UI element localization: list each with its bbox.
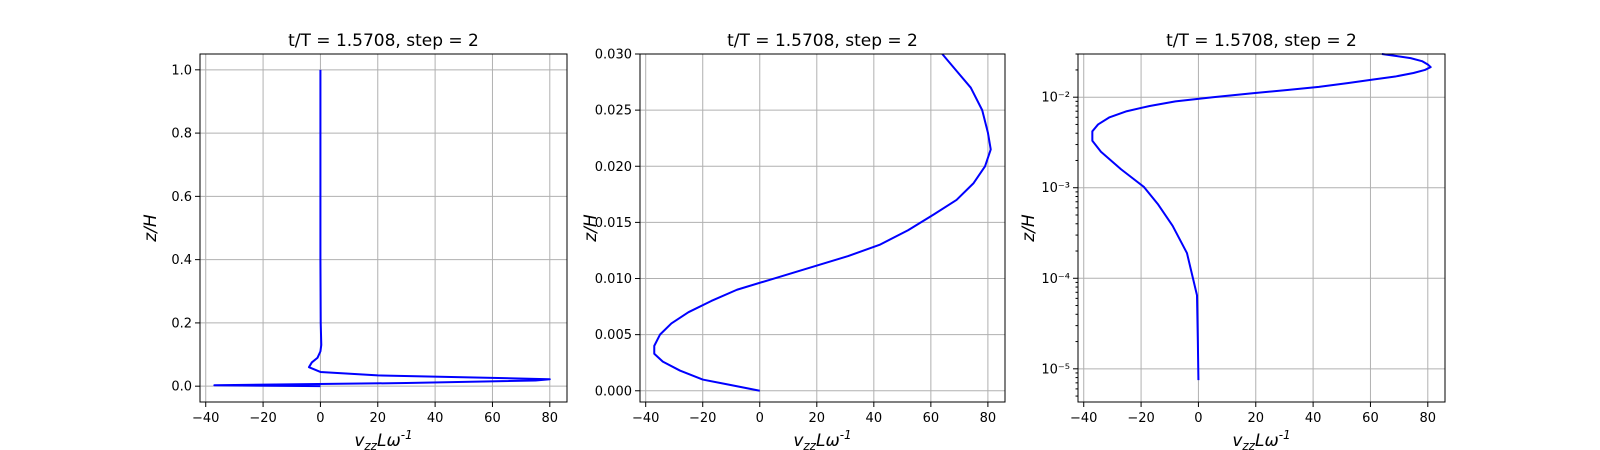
- series-line-1: [1091, 53, 1432, 381]
- y-tick-label: 0.4: [171, 253, 192, 268]
- x-tick-label: 0: [316, 411, 324, 426]
- y-tick-label: 0.015: [595, 216, 632, 231]
- x-tick-label: 80: [980, 411, 997, 426]
- chart-panel-3: −40 −20 0 20 40 60 80 10⁻⁵ 10⁻⁴ 10⁻³ 10⁻² t/T = 1.5…: [1019, 31, 1446, 450]
- chart-panel-1: −40 −20 0 20 40 60 80 0.0 0.2 0.4 0.6 0.8 1.0 t/T = 1…: [141, 31, 568, 450]
- y-tick-label: 10⁻⁵: [1041, 362, 1070, 377]
- x-tick-label: −40: [632, 411, 659, 426]
- x-tick-label: 80: [542, 411, 559, 426]
- y-tick-label: 0.005: [595, 328, 632, 343]
- y-tick-label: 0.6: [171, 190, 192, 205]
- x-axis-label: vzzLω-1: [793, 428, 851, 450]
- y-tick-label: 0.010: [595, 272, 632, 287]
- x-tick-label: 20: [809, 411, 826, 426]
- x-tick-label: −20: [249, 411, 276, 426]
- x-tick-label: 60: [1362, 411, 1379, 426]
- chart-title: t/T = 1.5708, step = 2: [288, 31, 479, 51]
- x-tick-label: 0: [1194, 411, 1202, 426]
- y-tick-label: 0.2: [171, 316, 192, 331]
- y-tick-label: 1.0: [171, 63, 192, 78]
- x-tick-label: −40: [192, 411, 219, 426]
- y-tick-label: 0.020: [595, 160, 632, 175]
- x-tick-label: 40: [1305, 411, 1322, 426]
- y-tick-label: 0.025: [595, 104, 632, 119]
- y-tick-label: 0.000: [595, 384, 632, 399]
- x-axis-label: vzzLω-1: [354, 428, 412, 450]
- x-tick-label: 60: [484, 411, 501, 426]
- y-tick-label: 0.8: [171, 127, 192, 142]
- x-tick-label: 0: [756, 411, 764, 426]
- x-tick-label: 60: [923, 411, 940, 426]
- plot-frame: [639, 53, 1006, 403]
- y-tick-label: 10⁻²: [1041, 91, 1070, 106]
- x-tick-label: 20: [1247, 411, 1264, 426]
- y-tick-label: 0.0: [171, 380, 192, 395]
- y-axis-label: z/H: [1019, 214, 1039, 243]
- x-tick-label: 40: [427, 411, 444, 426]
- chart-title: t/T = 1.5708, step = 2: [1166, 31, 1357, 51]
- x-axis-label: vzzLω-1: [1232, 428, 1290, 450]
- chart-panel-2: −40 −20 0 20 40 60 80 0.000 0.005 0.010 0.015 0.020…: [581, 31, 1006, 450]
- y-tick-label: 10⁻³: [1041, 181, 1070, 196]
- plot-frame: [1077, 53, 1446, 403]
- y-tick-label: 10⁻⁴: [1041, 272, 1070, 287]
- series-line-1: [213, 69, 551, 388]
- y-axis-label: z/H: [581, 214, 601, 243]
- y-axis-label: z/H: [141, 214, 161, 243]
- x-tick-label: 20: [369, 411, 386, 426]
- x-tick-label: −20: [689, 411, 716, 426]
- x-tick-label: 40: [866, 411, 883, 426]
- x-tick-label: 80: [1420, 411, 1437, 426]
- x-tick-label: −40: [1070, 411, 1097, 426]
- plot-frame: [199, 53, 568, 403]
- y-tick-label: 0.030: [595, 48, 632, 63]
- chart-title: t/T = 1.5708, step = 2: [727, 31, 918, 51]
- series-line-1: [653, 53, 992, 392]
- x-tick-label: −20: [1127, 411, 1154, 426]
